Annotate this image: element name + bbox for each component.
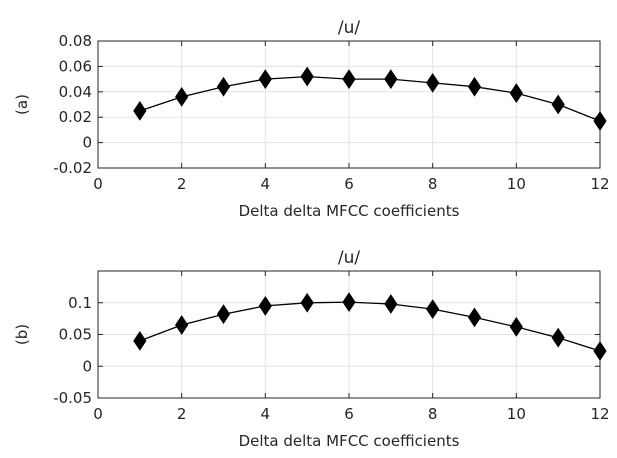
subplot-b-x-tick-label: 10 — [507, 405, 526, 423]
subplot-b-data-point — [593, 341, 607, 361]
subplot-b-data-point — [258, 296, 272, 316]
subplot-a-data-point — [467, 76, 482, 97]
subplot-a-data-point — [133, 100, 147, 121]
subplot-b-data-point — [175, 315, 189, 335]
subplot-a-data-point — [216, 76, 231, 97]
subplot-b-data-point — [133, 330, 147, 351]
subplot-b-data-point — [509, 316, 523, 337]
subplot-a-series-line — [139, 75, 601, 122]
subplot-a-data-point — [593, 111, 607, 131]
subplot-a-data-point — [258, 69, 272, 90]
subplot-b-x-tick-label: 0 — [93, 405, 103, 423]
subplot-b-data-point — [216, 304, 231, 325]
subplot-b-data-point — [467, 307, 482, 328]
subplot-b-series-line — [139, 301, 601, 352]
subplot-a-y-tick-label: 0.04 — [59, 83, 92, 101]
subplot-b-data-point — [384, 294, 398, 314]
subplot-b-x-tick-label: 12 — [590, 405, 609, 423]
subplot-b-x-tick-label: 8 — [428, 405, 438, 423]
subplot-b-x-tick-label: 4 — [261, 405, 271, 423]
subplot-a-x-tick-label: 6 — [344, 175, 354, 193]
subplot-b-x-tick-label: 2 — [177, 405, 187, 423]
subplot-a-x-tick-label: 0 — [93, 175, 103, 193]
subplot-b-data-point — [300, 292, 314, 313]
subplot-b-title: /u/ — [338, 248, 361, 268]
subplot-a-y-tick-label: 0 — [82, 134, 92, 152]
subplot-b-x-tick-label: 6 — [344, 405, 354, 423]
subplot-a-title: /u/ — [338, 18, 361, 38]
subplot-b-y-tick-label: 0 — [82, 357, 92, 375]
subplot-a-data-point — [175, 86, 189, 107]
subplot-b-y-tick-label: 0.1 — [68, 294, 92, 312]
subplot-a-y-tick-label: 0.02 — [59, 108, 92, 126]
subplot-a-data-point — [509, 83, 523, 103]
subplot-a-data-point — [551, 94, 565, 115]
subplot-b-data-point — [342, 292, 356, 313]
subplot-a-xlabel: Delta delta MFCC coefficients — [239, 202, 460, 220]
subplot-b-data-point — [426, 299, 440, 320]
subplot-a-data-point — [426, 73, 440, 93]
subplot-b-y-tick-label: 0.05 — [59, 326, 92, 344]
subplot-a-x-tick-label: 2 — [177, 175, 187, 193]
subplot-b-data-point — [551, 327, 565, 348]
subplot-a-x-tick-label: 12 — [590, 175, 609, 193]
subplot-a-y-tick-label: -0.02 — [53, 159, 92, 177]
subplot-a-x-tick-label: 10 — [507, 175, 526, 193]
subplot-a-y-tick-label: 0.08 — [59, 32, 92, 50]
subplot-a-data-point — [300, 66, 314, 87]
subplot-a-x-tick-label: 4 — [261, 175, 271, 193]
subplot-a-y-tick-label: 0.06 — [59, 57, 92, 75]
subplot-a: /u/ Delta delta MFCC coefficients (a) 0 2… — [13, 18, 610, 220]
subplot-a-ylabel: (a) — [13, 94, 31, 115]
subplot-a-x-tick-label: 8 — [428, 175, 438, 193]
subplot-a-data-point — [384, 69, 398, 90]
subplot-b: /u/ Delta delta MFCC coefficients (b) 0 2… — [13, 248, 610, 450]
subplot-b-ylabel: (b) — [13, 324, 31, 345]
subplot-a-data-point — [342, 69, 356, 90]
subplot-b-y-tick-label: -0.05 — [53, 389, 92, 407]
subplot-b-xlabel: Delta delta MFCC coefficients — [239, 432, 460, 450]
